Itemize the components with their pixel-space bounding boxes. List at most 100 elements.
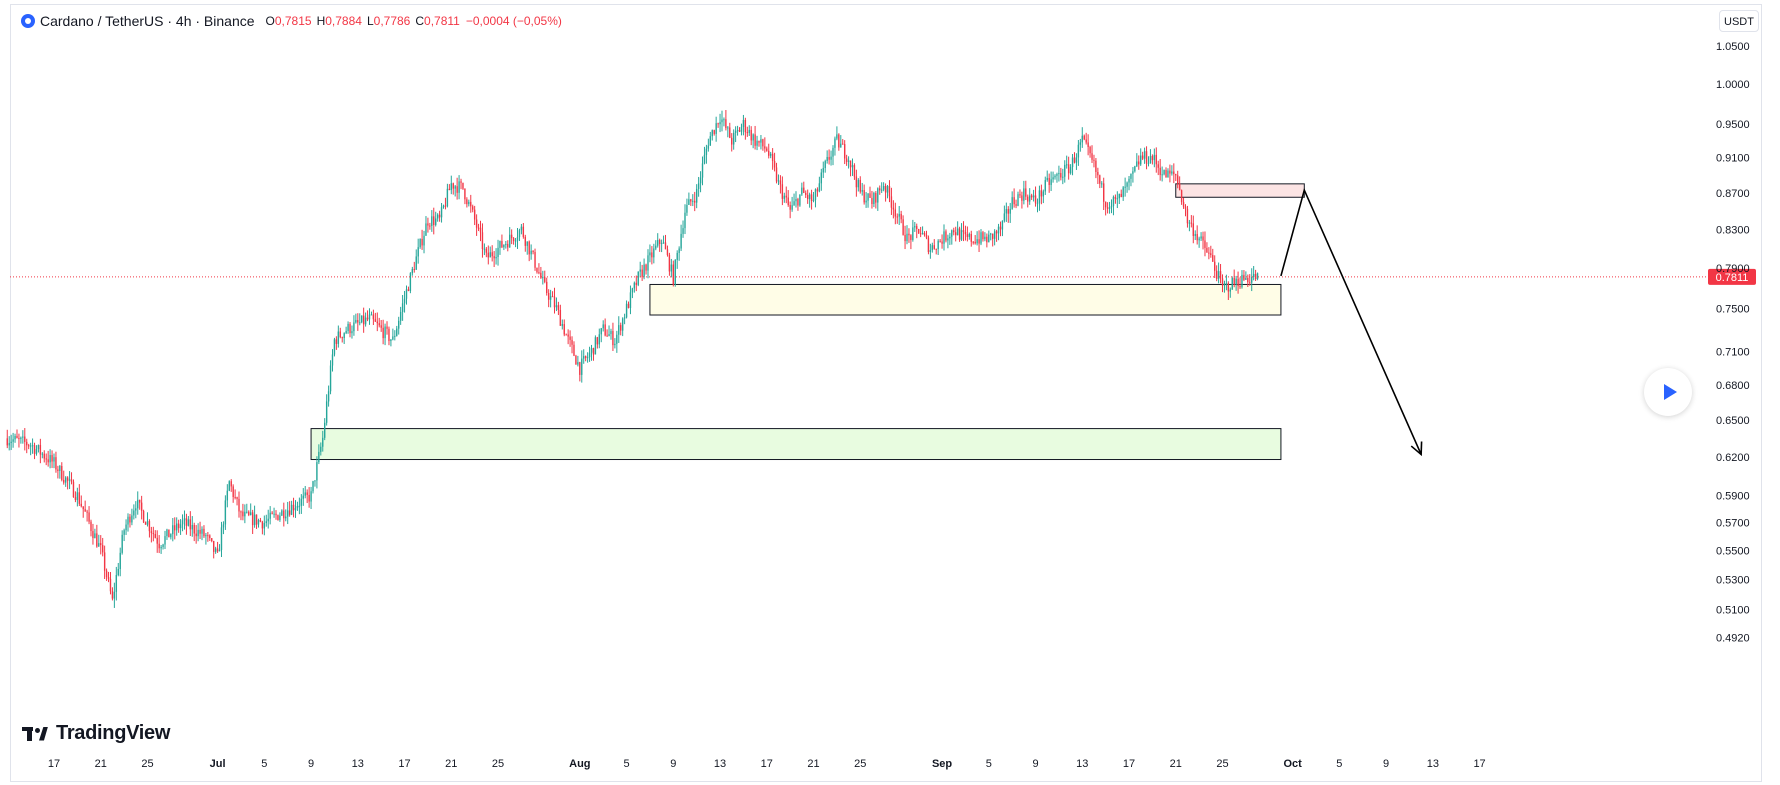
candle-body [1247, 277, 1249, 283]
candle-body [947, 238, 949, 241]
candle-body [162, 544, 164, 547]
candle-body [1001, 220, 1004, 230]
symbol-title[interactable]: Cardano / TetherUS · 4h · Binance [40, 13, 255, 29]
candle-body [980, 232, 982, 244]
candle-body [1165, 170, 1167, 178]
candle-body [799, 194, 801, 206]
candle-body [327, 391, 330, 402]
x-tick-label: 25 [1216, 758, 1228, 770]
candle-body [466, 199, 468, 205]
candle-body [1239, 286, 1241, 288]
candle-body [364, 317, 367, 325]
replay-play-button[interactable] [1644, 368, 1692, 416]
candle-body [1252, 273, 1255, 278]
candle-body [1095, 160, 1097, 172]
candle-body [316, 462, 318, 481]
candle-body [1225, 283, 1228, 285]
candle-body [1007, 209, 1009, 214]
candle-body [174, 525, 176, 531]
candle-body [460, 181, 462, 183]
candle-body [59, 466, 61, 472]
candle-body [72, 481, 75, 498]
candle-body [972, 241, 974, 243]
candle-body [509, 234, 511, 248]
candle-body [789, 205, 791, 210]
candle-body [614, 343, 616, 346]
candle-body [179, 524, 182, 529]
candle-body [579, 362, 581, 375]
candle-body [627, 303, 630, 308]
candle-body [349, 323, 351, 334]
candle-body [248, 511, 250, 515]
candle-body [1186, 208, 1189, 224]
candle-body [1200, 236, 1202, 239]
candle-body [433, 216, 435, 225]
candle-body [1178, 183, 1181, 191]
candle-body [840, 143, 842, 148]
candle-body [76, 492, 79, 500]
candle-body [727, 127, 729, 129]
candle-body [1085, 139, 1087, 143]
candle-body [177, 523, 180, 529]
candle-body [1229, 289, 1231, 292]
open-value: 0,7815 [274, 14, 312, 28]
candle-body [1021, 195, 1023, 201]
candle-body [390, 339, 392, 342]
candle-body [721, 119, 723, 123]
candle-body [522, 226, 525, 237]
candle-body [285, 516, 287, 519]
candle-body [968, 233, 971, 237]
candle-body [598, 334, 600, 345]
candle-body [1161, 174, 1163, 176]
candle-body [830, 156, 832, 160]
candle-body [1184, 206, 1187, 209]
candle-body [731, 137, 733, 145]
candle-body [643, 264, 645, 277]
y-tick-label: 0.9100 [1716, 153, 1750, 165]
candle-body [672, 264, 675, 285]
candle-body [618, 325, 620, 335]
candle-body [1060, 173, 1062, 178]
candle-body [384, 326, 386, 339]
candle-body [688, 199, 690, 205]
symbol-header[interactable]: Cardano / TetherUS · 4h · Binance O 0,781… [21, 11, 562, 31]
candle-body [64, 477, 67, 483]
candle-body [1028, 195, 1031, 202]
tradingview-logo[interactable]: TradingView [22, 722, 170, 745]
candle-body [604, 324, 606, 336]
candle-body [639, 269, 641, 272]
candle-body [532, 250, 534, 253]
candle-body [238, 498, 240, 512]
candle-body [318, 451, 320, 463]
candle-body [902, 219, 904, 235]
y-tick-label: 0.8300 [1716, 224, 1750, 236]
candle-body [380, 325, 382, 328]
candle-body [764, 146, 766, 149]
candle-body [1062, 176, 1064, 178]
candle-body [1073, 157, 1076, 163]
candle-body [1233, 278, 1235, 285]
candle-body [275, 513, 277, 516]
currency-button[interactable]: USDT [1719, 10, 1759, 32]
candle-body [828, 156, 830, 160]
candle-body [212, 541, 215, 552]
x-tick-label: 9 [670, 758, 676, 770]
candle-body [362, 315, 365, 325]
y-tick-label: 0.7100 [1716, 346, 1750, 358]
candle-body [894, 209, 897, 217]
candle-body [871, 197, 873, 205]
supply-zone [1175, 183, 1305, 198]
x-tick-label: 17 [48, 758, 60, 770]
candle-body [436, 214, 439, 219]
candle-body [444, 205, 447, 207]
candle-body [929, 250, 932, 252]
candle-body [1182, 201, 1185, 207]
candle-body [676, 252, 678, 260]
candle-body [220, 527, 223, 550]
candle-body [1066, 164, 1068, 166]
candle-body [927, 237, 930, 252]
candle-body [956, 228, 959, 236]
projection-arrow [1280, 187, 1422, 455]
candle-body [988, 234, 990, 243]
